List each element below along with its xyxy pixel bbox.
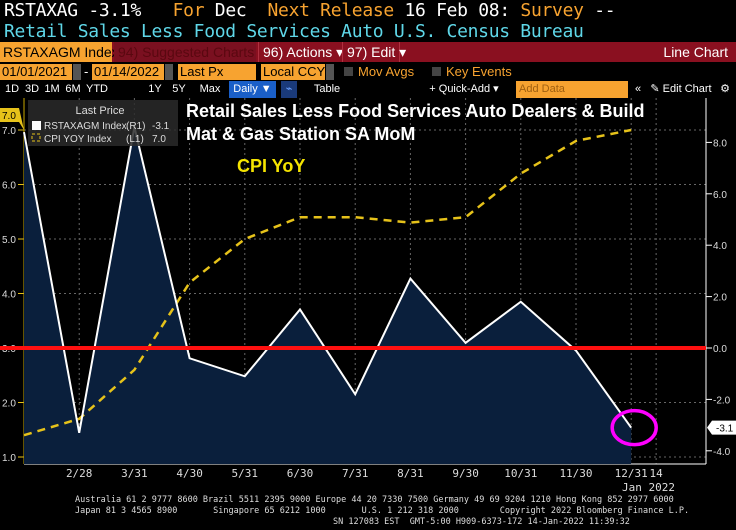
cpi-yoy-line — [23, 128, 632, 437]
x-tick-label: 14 — [650, 467, 664, 480]
last-value-tag-text: 7.0 — [2, 111, 16, 122]
right-tick-label: 2.0 — [713, 293, 727, 304]
annotation-cpi: CPI YoY — [237, 156, 305, 176]
suggested-charts-button[interactable]: 94) Suggested Charts — [114, 42, 256, 62]
legend-title: Last Price — [76, 105, 125, 117]
key-events-label: Key Events — [446, 64, 512, 79]
date-separator: - — [84, 64, 89, 79]
chart-toolbar: RSTAXAGM Index 94) Suggested Charts 96) … — [0, 42, 736, 62]
legend-axis: (L1) — [126, 134, 144, 145]
add-data-input[interactable]: Add Data — [516, 81, 628, 98]
period-1y[interactable]: 1Y — [148, 83, 162, 95]
settings-row: 01/01/2021 - 01/14/2022 Last Px Local CC… — [0, 63, 736, 81]
highlight-circle — [610, 408, 658, 447]
period: Dec — [214, 0, 247, 21]
x-tick-label: 12/31 — [615, 467, 648, 480]
next-release: 16 Feb 08: — [404, 0, 511, 21]
annotation-title: Mat & Gas Station SA MoM — [186, 124, 415, 144]
last-value-tag-right — [707, 420, 736, 435]
x-tick-label: 6/30 — [287, 467, 314, 480]
legend-label: RSTAXAGM Index — [44, 121, 127, 132]
right-tick-label: 0.0 — [713, 344, 727, 355]
currency-select[interactable]: Local CCY — [261, 64, 325, 80]
left-tick-label: 7.0 — [2, 126, 16, 137]
retail-sales-line — [23, 126, 633, 433]
period-5y[interactable]: 5Y — [172, 83, 186, 95]
x-tick-label: 7/31 — [342, 467, 369, 480]
x-tick-label: 5/31 — [232, 467, 259, 480]
last-value-tag-left — [0, 108, 24, 130]
right-tick-label: -4.0 — [713, 447, 731, 458]
dropdown-arrow-icon[interactable] — [326, 64, 334, 80]
footer-line: Australia 61 2 9777 8600 Brazil 5511 239… — [75, 495, 674, 505]
actions-menu[interactable]: 96) Actions ▾ — [258, 42, 343, 62]
left-tick-label: 1.0 — [2, 453, 16, 464]
table-button[interactable]: Table — [313, 83, 341, 95]
x-sublabel: Jan 2022 — [622, 481, 675, 494]
ticker: RSTAXAG — [4, 0, 78, 21]
collapse-icon[interactable]: « — [634, 83, 642, 95]
period-3d[interactable]: 3D — [24, 83, 40, 95]
right-tick-label: 6.0 — [713, 190, 727, 201]
frequency-select[interactable]: Daily ▼ — [229, 81, 276, 98]
left-tick-label: 5.0 — [2, 235, 16, 246]
legend-swatch-white — [32, 121, 41, 130]
start-date-input[interactable]: 01/01/2021 — [0, 64, 72, 80]
right-tick-label: 4.0 — [713, 241, 727, 252]
security-input[interactable]: RSTAXAGM Index — [0, 42, 119, 62]
period-ytd[interactable]: YTD — [86, 83, 108, 95]
period-6m[interactable]: 6M — [65, 83, 81, 95]
quick-add-button[interactable]: + Quick-Add ▾ — [429, 83, 499, 95]
x-tick-label: 3/31 — [121, 467, 148, 480]
left-tick-label: 6.0 — [2, 181, 16, 192]
description: Retail Sales Less Food Services Auto U.S… — [4, 21, 584, 42]
line-chart-icon[interactable]: ⌁ — [281, 81, 297, 98]
legend-swatch-yellow — [31, 133, 41, 142]
period-1d[interactable]: 1D — [4, 83, 20, 95]
edit-chart-button[interactable]: ✎ Edit Chart — [650, 83, 712, 95]
calendar-icon[interactable] — [73, 64, 81, 80]
footer-line: SN 127083 EST GMT-5:00 H909-6373-172 14-… — [333, 517, 630, 527]
right-tick-label: 8.0 — [713, 138, 727, 149]
for-label: For — [172, 0, 205, 21]
series-area-fill — [24, 126, 632, 464]
survey-label: Survey — [520, 0, 584, 21]
mov-avgs-label: Mov Avgs — [358, 64, 415, 79]
period-row: 1D 3D 1M 6M YTD 1Y 5Y Max Daily ▼ ⌁ Tabl… — [0, 81, 736, 98]
x-tick-label: 10/31 — [504, 467, 537, 480]
change: -3.1% — [88, 0, 141, 21]
x-tick-label: 11/30 — [559, 467, 592, 480]
calendar-icon[interactable] — [165, 64, 173, 80]
period-1m[interactable]: 1M — [44, 83, 60, 95]
footer: Australia 61 2 9777 8600 Brazil 5511 239… — [75, 495, 689, 528]
chart-type-label[interactable]: Line Chart — [663, 44, 728, 60]
end-date-input[interactable]: 01/14/2022 — [92, 64, 164, 80]
legend-value: 7.0 — [152, 134, 166, 145]
x-tick-label: 4/30 — [176, 467, 203, 480]
left-tick-label: 2.0 — [2, 399, 16, 410]
period-max[interactable]: Max — [199, 83, 221, 95]
annotation-title: Retail Sales Less Food Services Auto Dea… — [186, 101, 645, 121]
right-tick-label: -2.0 — [713, 395, 731, 406]
legend-axis: (R1) — [126, 121, 145, 132]
price-field-select[interactable]: Last Px — [178, 64, 256, 80]
edit-menu[interactable]: 97) Edit ▾ — [342, 42, 406, 62]
legend-label: CPI YOY Index — [44, 134, 111, 145]
next-release-label: Next Release — [267, 0, 395, 21]
left-tick-label: 4.0 — [2, 290, 16, 301]
x-tick-label: 9/30 — [452, 467, 479, 480]
legend-value: -3.1 — [152, 121, 170, 132]
security-header: RSTAXAG -3.1% For Dec Next Release 16 Fe… — [4, 0, 616, 21]
footer-line: Japan 81 3 4565 8900 Singapore 65 6212 1… — [75, 506, 690, 516]
settings-gear-icon[interactable]: ⚙ — [720, 83, 730, 95]
x-tick-label: 2/28 — [66, 467, 93, 480]
mov-avgs-checkbox[interactable] — [344, 67, 353, 76]
legend-box — [28, 100, 178, 146]
legend: Last Price RSTAXAGM Index (R1) -3.1 CPI … — [28, 100, 178, 146]
survey-value: -- — [594, 0, 616, 21]
x-tick-label: 8/31 — [397, 467, 424, 480]
last-value-tag-text: -3.1 — [716, 424, 734, 435]
key-events-checkbox[interactable] — [432, 67, 441, 76]
